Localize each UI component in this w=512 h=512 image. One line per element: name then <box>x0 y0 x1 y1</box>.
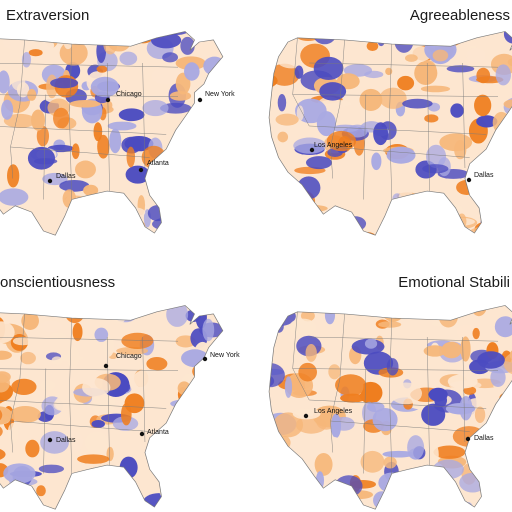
panel-title: Agreeableness <box>409 7 510 24</box>
city-marker-dallas: Dallas <box>466 172 494 183</box>
us-map <box>268 305 512 510</box>
svg-text:Los Angeles: Los Angeles <box>314 408 353 415</box>
us-map <box>0 305 224 510</box>
map-panel-conscientiousness: Chicago New York Atlanta Dallas onscient… <box>0 262 252 512</box>
us-map <box>268 31 512 236</box>
city-marker-dallas: Dallas <box>47 173 76 184</box>
svg-text:Atlanta: Atlanta <box>147 429 169 436</box>
city-marker-new-york: New York <box>202 352 240 362</box>
city-marker-los-angeles: Los Angeles <box>309 142 353 153</box>
svg-text:Los Angeles: Los Angeles <box>314 142 353 149</box>
svg-text:Dallas: Dallas <box>56 437 76 444</box>
city-marker-atlanta: Atlanta <box>138 160 169 173</box>
map-panel-extraversion: Chicago New York Atlanta Dallas Extraver… <box>0 0 252 256</box>
city-marker-chicago: Chicago <box>105 91 142 103</box>
map-svg-conscientiousness: Chicago New York Atlanta Dallas <box>0 305 240 510</box>
svg-text:Chicago: Chicago <box>116 91 142 98</box>
svg-text:New York: New York <box>205 91 235 98</box>
map-panel-agreeableness: Los Angeles Dallas Agreeableness <box>262 0 512 256</box>
panel-title: Extraversion <box>6 7 90 24</box>
panel-title: Emotional Stabili <box>398 274 510 291</box>
svg-text:Dallas: Dallas <box>56 173 76 180</box>
city-marker-new-york: New York <box>197 91 235 103</box>
panel-title: onscientiousness <box>0 274 116 291</box>
map-svg-emotional-stability: Los Angeles Dallas <box>268 305 512 510</box>
svg-text:Atlanta: Atlanta <box>147 160 169 167</box>
svg-text:Dallas: Dallas <box>474 172 494 179</box>
city-marker-atlanta: Atlanta <box>139 429 169 437</box>
svg-text:Dallas: Dallas <box>474 435 494 442</box>
city-marker-chicago: Chicago <box>103 353 142 369</box>
map-svg-extraversion: Chicago New York Atlanta Dallas <box>0 31 235 236</box>
city-marker-dallas: Dallas <box>465 435 494 442</box>
us-map <box>0 31 224 236</box>
city-marker-dallas: Dallas <box>47 437 76 444</box>
map-svg-agreeableness: Los Angeles Dallas <box>268 31 512 236</box>
city-marker-los-angeles: Los Angeles <box>303 408 353 419</box>
svg-text:New York: New York <box>210 352 240 359</box>
svg-text:Chicago: Chicago <box>116 353 142 360</box>
map-panel-emotional-stability: Los Angeles Dallas Emotional Stabili <box>262 262 512 512</box>
